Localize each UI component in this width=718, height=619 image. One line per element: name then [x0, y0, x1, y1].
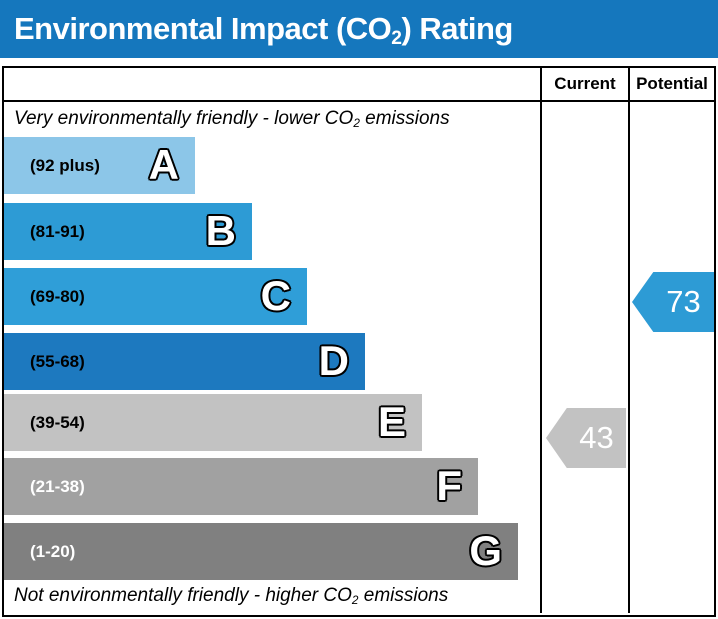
band-letter-b: B: [205, 207, 236, 254]
band-letter-c: C: [260, 272, 291, 319]
band-range-label-g: (1-20): [30, 542, 76, 561]
band-row-a: (92 plus) A: [4, 137, 195, 194]
current-rating-value: 43: [579, 420, 614, 455]
band-row-f: (21-38) F: [4, 458, 478, 515]
band-bar-f: (21-38) F: [4, 458, 478, 515]
band-bar-c: (69-80) C: [4, 268, 307, 325]
potential-column-header: Potential: [636, 74, 708, 93]
band-range-label-d: (55-68): [30, 352, 85, 371]
band-row-b: (81-91) B: [4, 203, 252, 260]
potential-column-divider: [628, 68, 630, 613]
top-note-subscript: 2: [353, 117, 360, 131]
band-letter-e: E: [377, 398, 406, 445]
title-subscript: 2: [391, 28, 402, 50]
bottom-note-subscript: 2: [351, 594, 359, 608]
band-row-g: (1-20) G: [4, 523, 518, 580]
band-letter-a: A: [148, 141, 179, 188]
current-column-header: Current: [554, 74, 616, 93]
band-range-label-a: (92 plus): [30, 156, 100, 175]
bottom-note: Not environmentally friendly - higher CO…: [14, 585, 449, 608]
band-bar-b: (81-91) B: [4, 203, 252, 260]
band-range-label-e: (39-54): [30, 413, 85, 432]
band-bar-e: (39-54) E: [4, 394, 422, 451]
potential-rating-value: 73: [666, 284, 701, 319]
page-title: Environmental Impact (CO2) Rating: [14, 11, 513, 50]
band-letter-d: D: [318, 337, 349, 384]
rating-table-border: [2, 66, 716, 617]
band-letter-g: G: [469, 527, 502, 574]
band-letter-f: F: [436, 462, 462, 509]
band-bar-g: (1-20) G: [4, 523, 518, 580]
band-range-label-f: (21-38): [30, 477, 85, 496]
band-bar-a: (92 plus) A: [4, 137, 195, 194]
band-range-label-c: (69-80): [30, 287, 85, 306]
header-row-divider: [4, 100, 714, 102]
top-note: Very environmentally friendly - lower CO…: [14, 108, 450, 131]
band-range-label-b: (81-91): [30, 222, 85, 241]
band-row-d: (55-68) D: [4, 333, 365, 390]
chart-title-banner: Environmental Impact (CO2) Rating: [0, 0, 718, 58]
band-row-c: (69-80) C: [4, 268, 307, 325]
current-column-divider: [540, 68, 542, 613]
band-bar-d: (55-68) D: [4, 333, 365, 390]
band-row-e: (39-54) E: [4, 394, 422, 451]
